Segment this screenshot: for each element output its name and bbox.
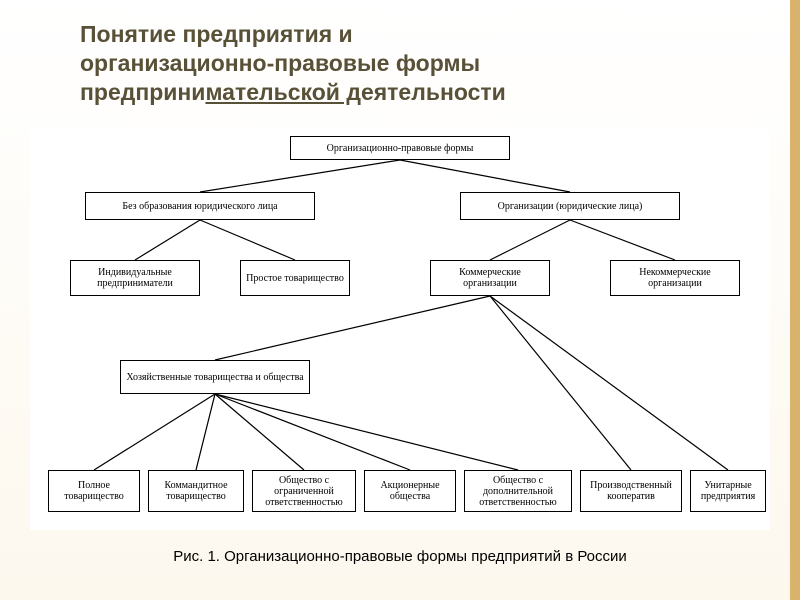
org-forms-diagram: Организационно-правовые формы Без образов…	[30, 130, 770, 530]
node-coop: Производственный кооператив	[580, 470, 682, 512]
node-simple: Простое товарищество	[240, 260, 350, 296]
node-nojur: Без образования юридического лица	[85, 192, 315, 220]
node-ip: Индивидуальные предприниматели	[70, 260, 200, 296]
node-unit: Унитарные предприятия	[690, 470, 766, 512]
node-full: Полное товарищество	[48, 470, 140, 512]
title-line1: Понятие предприятия и	[80, 21, 353, 47]
node-org: Организации (юридические лица)	[460, 192, 680, 220]
node-comm: Коммерческие организации	[430, 260, 550, 296]
node-noncom: Некоммерческие организации	[610, 260, 740, 296]
node-root: Организационно-правовые формы	[290, 136, 510, 160]
node-ao: Акционерные общества	[364, 470, 456, 512]
title-line3b: мательской д	[205, 79, 361, 105]
accent-bar	[790, 0, 800, 600]
figure-caption: Рис. 1. Организационно-правовые формы пр…	[80, 548, 720, 565]
node-ooo: Общество с ограниченной ответственностью	[252, 470, 356, 512]
page-title: Понятие предприятия и организационно-пра…	[80, 20, 720, 106]
node-odo: Общество с дополнительной ответственност…	[464, 470, 572, 512]
title-line2: организационно-правовые формы	[80, 50, 480, 76]
node-komm: Коммандитное товарищество	[148, 470, 244, 512]
node-hoz: Хозяйственные товарищества и общества	[120, 360, 310, 394]
title-line3c: еятельности	[361, 79, 506, 105]
title-line3a: предприни	[80, 79, 205, 105]
